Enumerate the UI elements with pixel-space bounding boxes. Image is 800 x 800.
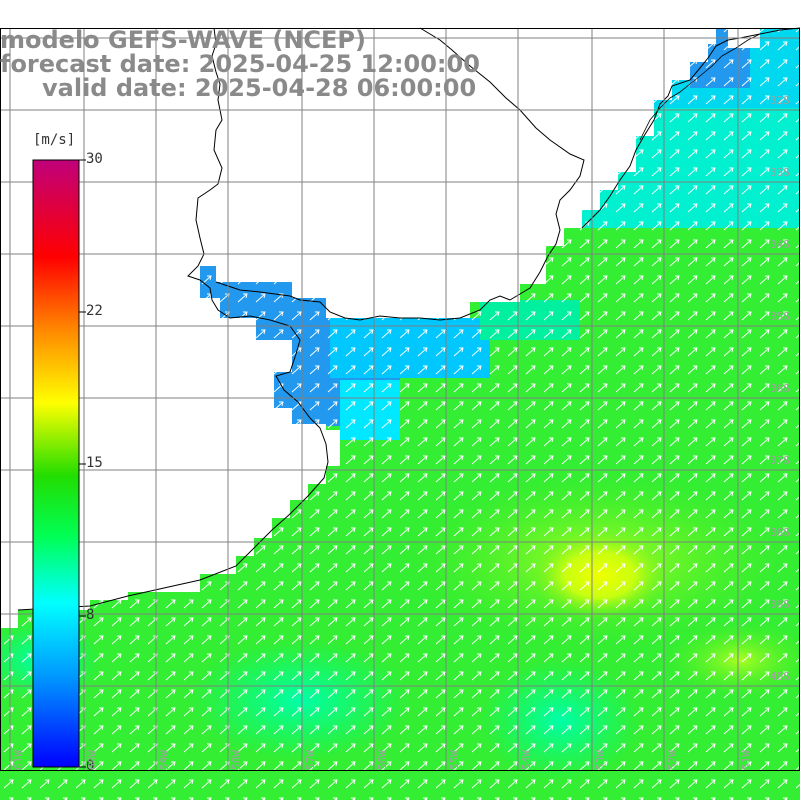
lat-label: 38S [770, 526, 790, 539]
colorbar-unit: [m/s] [33, 132, 76, 148]
colorbar-tick-22: 22 [86, 303, 103, 319]
lat-label: 36S [770, 382, 790, 395]
colorbar-tick-0: 0 [86, 758, 95, 774]
valid-date: valid date: 2025-04-28 06:00:00 [42, 74, 477, 102]
colorbar [32, 159, 86, 768]
lon-label: 61W [12, 750, 25, 770]
lat-label: 40S [770, 670, 790, 683]
lat-label: 34S [770, 238, 790, 251]
coastline-estuary [215, 27, 585, 321]
colorbar-tick-15: 15 [86, 455, 103, 471]
lat-label: 33S [770, 166, 790, 179]
lon-label: 56W [376, 750, 389, 770]
lat-label: 37S [770, 454, 790, 467]
lon-label: 55W [448, 750, 461, 770]
lon-label: 57W [304, 750, 317, 770]
lon-label: 58W [230, 750, 243, 770]
colorbar-tick-8: 8 [86, 607, 95, 623]
lon-label: 52W [666, 750, 679, 770]
forecast-date: forecast date: 2025-04-25 12:00:00 [0, 50, 480, 78]
title-block: modelo GEFS-WAVE (NCEP) forecast date: 2… [0, 28, 520, 100]
model-title: modelo GEFS-WAVE (NCEP) [0, 26, 366, 54]
lon-label: 51W [740, 750, 753, 770]
colorbar-tick-30: 30 [86, 151, 103, 167]
lon-label: 59W [158, 750, 171, 770]
lat-label: 35S [770, 310, 790, 323]
lon-label: 53W [594, 750, 607, 770]
coastline [17, 27, 329, 611]
lat-label: 32S [770, 94, 790, 107]
lat-label: 39S [770, 598, 790, 611]
lon-label: 54W [520, 750, 533, 770]
lon-label: 60W [86, 750, 99, 770]
graticule [0, 28, 800, 770]
